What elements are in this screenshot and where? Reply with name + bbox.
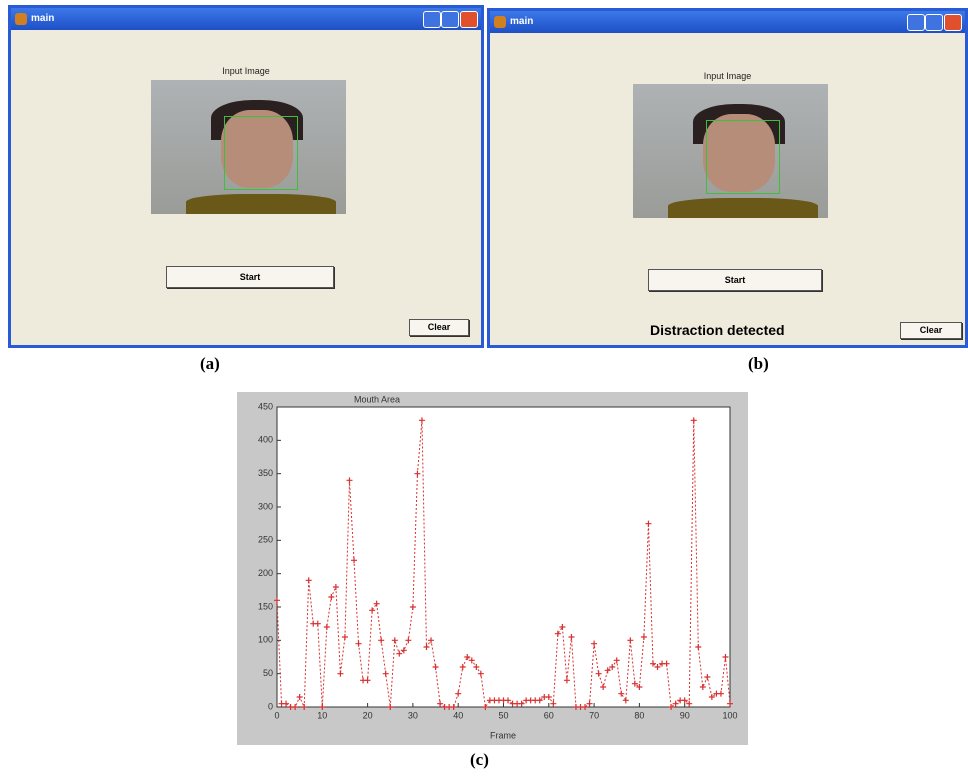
y-tick-label: 250 — [258, 535, 273, 545]
y-tick-label: 350 — [258, 468, 273, 478]
x-tick-label: 0 — [274, 710, 279, 720]
minimize[interactable] — [423, 11, 441, 28]
title-bar: main — [11, 8, 481, 30]
page: main Input Image Start Clear main Input … — [0, 0, 968, 778]
y-tick-label: 150 — [258, 601, 273, 611]
y-tick-label: 0 — [268, 701, 273, 711]
chart: Mouth Area Frame 05010015020025030035040… — [237, 392, 748, 745]
app-icon — [15, 13, 27, 25]
window-a: main Input Image Start Clear — [8, 5, 484, 348]
start-button[interactable]: Start — [648, 269, 822, 291]
x-tick-label: 10 — [317, 710, 327, 720]
close[interactable] — [460, 11, 478, 28]
app-icon — [494, 16, 506, 28]
y-tick-label: 300 — [258, 501, 273, 511]
window-b: main Input Image Start Distraction detec… — [487, 8, 968, 348]
clear-button[interactable]: Clear — [900, 322, 962, 339]
input-image — [633, 84, 828, 218]
title-bar: main — [490, 11, 965, 33]
start-button[interactable]: Start — [166, 266, 334, 288]
caption: (a) — [200, 354, 220, 374]
window-title: main — [31, 13, 54, 24]
heading: Input Image — [11, 66, 481, 76]
x-tick-label: 60 — [544, 710, 554, 720]
caption: (b) — [748, 354, 769, 374]
x-axis-label: Frame — [490, 730, 516, 740]
y-tick-label: 200 — [258, 568, 273, 578]
y-tick-label: 400 — [258, 435, 273, 445]
x-tick-label: 40 — [453, 710, 463, 720]
maximize[interactable] — [925, 14, 943, 31]
y-tick-label: 450 — [258, 401, 273, 411]
chart-title: Mouth Area — [354, 394, 400, 404]
x-tick-label: 70 — [589, 710, 599, 720]
maximize[interactable] — [441, 11, 459, 28]
clear-button[interactable]: Clear — [409, 319, 469, 336]
x-tick-label: 80 — [634, 710, 644, 720]
x-tick-label: 50 — [498, 710, 508, 720]
y-tick-label: 100 — [258, 635, 273, 645]
input-image — [151, 80, 346, 214]
status-text: Distraction detected — [650, 322, 785, 338]
minimize[interactable] — [907, 14, 925, 31]
window-title: main — [510, 16, 533, 27]
close[interactable] — [944, 14, 962, 31]
heading: Input Image — [490, 71, 965, 81]
x-tick-label: 90 — [680, 710, 690, 720]
x-tick-label: 20 — [363, 710, 373, 720]
y-tick-label: 50 — [263, 668, 273, 678]
x-tick-label: 100 — [722, 710, 737, 720]
caption: (c) — [470, 750, 489, 770]
x-tick-label: 30 — [408, 710, 418, 720]
